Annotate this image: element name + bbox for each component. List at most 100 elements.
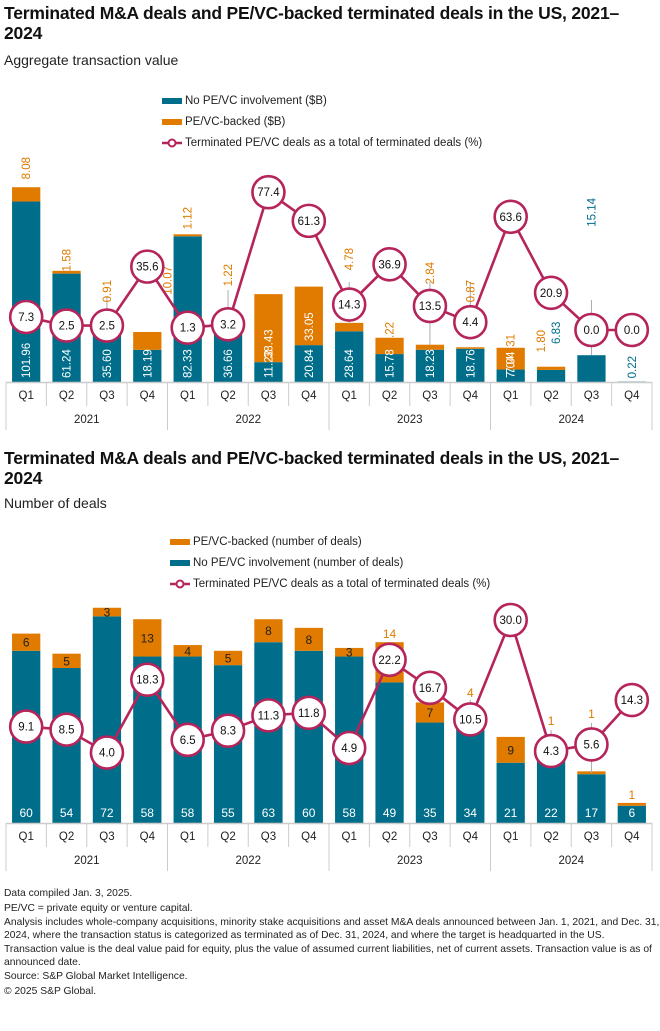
bar-no-pe xyxy=(294,345,323,382)
pct-marker xyxy=(8,709,44,744)
bar-label-no-pe: 22 xyxy=(544,806,558,820)
bar-pe xyxy=(415,344,445,350)
pct-marker xyxy=(372,247,407,282)
x-tick-label: Q1 xyxy=(19,390,34,402)
pct-label: 1.3 xyxy=(180,323,196,335)
pct-label: 14.3 xyxy=(338,300,360,312)
bar-label-no-pe: 101.96 xyxy=(21,343,33,378)
bar-no-pe xyxy=(92,616,122,823)
bar-label-pe: 4.78 xyxy=(344,248,356,270)
pct-line xyxy=(26,618,633,754)
chart2-plot: Q1 Q2 Q3 Q4 Q1 Q2 Q3 Q4 Q1 Q2 Q3 Q4 Q1 Q2 Q3 Q4 2021 2022… xyxy=(5,602,653,871)
bar-pe xyxy=(496,347,525,370)
bar-no-pe xyxy=(173,236,202,382)
pct-marker xyxy=(453,702,488,737)
bar-no-pe xyxy=(415,722,445,823)
x-tick-label: Q1 xyxy=(180,390,195,402)
x-tick-label: Q4 xyxy=(463,831,479,843)
pct-label: 36.9 xyxy=(378,259,400,271)
bar-label-no-pe: 35 xyxy=(423,806,437,820)
x-tick-label: Q4 xyxy=(463,390,479,402)
chart1-legend: No PE/VC involvement ($B) PE/VC-backed (… xyxy=(162,90,482,153)
legend-item-no-pe: No PE/VC involvement ($B) xyxy=(162,90,482,111)
x-tick-label: Q1 xyxy=(19,831,34,843)
bar-label-no-pe: 15.14 xyxy=(586,197,598,226)
bar-no-pe xyxy=(536,369,566,382)
bar-labels: 101.96 8.08 61.24 1.58 35.60 0.91 18.19 10.07 82… xyxy=(21,157,639,378)
bar-label-no-pe: 49 xyxy=(383,806,397,820)
x-tick-label: Q3 xyxy=(261,831,276,843)
bar-pe xyxy=(133,331,162,350)
bar-no-pe xyxy=(496,762,525,823)
pct-line xyxy=(25,190,632,332)
x-tick-label: Q2 xyxy=(543,831,558,843)
x-year-label: 2022 xyxy=(235,855,261,867)
legend-label-line: Terminated PE/VC deals as a total of ter… xyxy=(185,136,483,149)
bar-no-pe xyxy=(536,759,566,823)
pct-label: 2.5 xyxy=(59,321,75,333)
note-definition: PE/VC = private equity or venture capita… xyxy=(4,902,193,914)
bar-pe xyxy=(375,337,404,355)
legend-item-pe: PE/VC-backed ($B) xyxy=(162,111,482,132)
pct-marker xyxy=(614,312,650,348)
bar-label-pe: 1.58 xyxy=(62,249,74,271)
pct-marker xyxy=(210,307,246,342)
x-tick-label: Q1 xyxy=(342,390,357,402)
pct-line-group: 9.1 8.5 4.0 18.3 6.5 8.3 11.3 11.8 4.9 22.2 16.7 10… xyxy=(8,602,650,770)
pct-marker xyxy=(8,299,44,335)
bar-label-pe: 4 xyxy=(184,644,191,658)
pct-marker xyxy=(89,735,125,770)
bar-label-pe: 38.43 xyxy=(263,329,275,358)
legend-label-pe: PE/VC-backed ($B) xyxy=(185,115,286,128)
pct-marker xyxy=(574,312,609,348)
legend-label-pe: PE/VC-backed (number of deals) xyxy=(193,535,362,548)
bar-label-no-pe: 20.84 xyxy=(304,349,316,378)
bar-pe xyxy=(52,653,81,669)
x-tick-label: Q3 xyxy=(99,390,114,402)
pct-marker xyxy=(49,712,84,747)
bar-label-no-pe: 60 xyxy=(302,806,316,820)
bar-label-pe: 8.08 xyxy=(21,157,33,179)
bar-label-no-pe: 82.33 xyxy=(183,349,195,378)
pct-label: 3.2 xyxy=(220,319,236,331)
chart1-title: Terminated M&A deals and PE/VC-backed te… xyxy=(4,3,620,43)
bar-label-no-pe: 61.24 xyxy=(62,349,74,378)
x-year-label: 2024 xyxy=(558,855,584,867)
bar-no-pe xyxy=(375,354,404,382)
bar-pe xyxy=(52,270,81,274)
bar-no-pe xyxy=(415,349,445,382)
bar-label-pe: 1.80 xyxy=(536,330,548,352)
x-year-label: 2021 xyxy=(74,855,100,867)
pct-marker xyxy=(170,310,205,345)
legend-swatch-pe xyxy=(162,118,182,125)
x-tick-label: Q1 xyxy=(342,831,357,843)
bar-pe xyxy=(254,294,283,363)
note-compiled: Data compiled Jan. 3, 2025. xyxy=(4,888,133,899)
bar-no-pe xyxy=(617,805,646,823)
bar-label-no-pe: 58 xyxy=(141,806,155,820)
pct-label: 5.6 xyxy=(583,739,599,751)
leader-lines xyxy=(469,700,592,773)
bar-no-pe xyxy=(12,201,41,382)
bar-label-pe: 6 xyxy=(23,636,30,650)
x-year-label: 2021 xyxy=(74,414,100,426)
bar-label-no-pe: 11.22 xyxy=(263,350,275,378)
bar-label-no-pe: 28.64 xyxy=(344,349,356,378)
bar-label-no-pe: 21 xyxy=(504,806,518,820)
pct-marker xyxy=(533,275,569,311)
chart2-legend: PE/VC-backed (number of deals) No PE/VC … xyxy=(170,531,490,594)
pct-label: 8.3 xyxy=(220,726,236,738)
pct-line-group: 7.3 2.5 2.5 35.6 1.3 3.2 77.4 61.3 14.3 36.9 13.5 4… xyxy=(8,174,650,348)
bar-label-no-pe: 58 xyxy=(181,806,195,820)
pct-label: 4.3 xyxy=(543,746,559,758)
pct-marker xyxy=(210,713,246,748)
x-year-label: 2023 xyxy=(397,855,423,867)
pct-marker xyxy=(372,642,407,678)
bar-label-no-pe: 58 xyxy=(343,806,357,820)
bar-label-pe: 4 xyxy=(467,686,474,700)
x-tick-label: Q2 xyxy=(59,831,74,843)
pct-label: 30.0 xyxy=(499,615,521,627)
bar-label-no-pe: 7.04 xyxy=(506,355,518,378)
bar-pe xyxy=(335,322,364,332)
pct-label: 20.9 xyxy=(540,288,562,300)
